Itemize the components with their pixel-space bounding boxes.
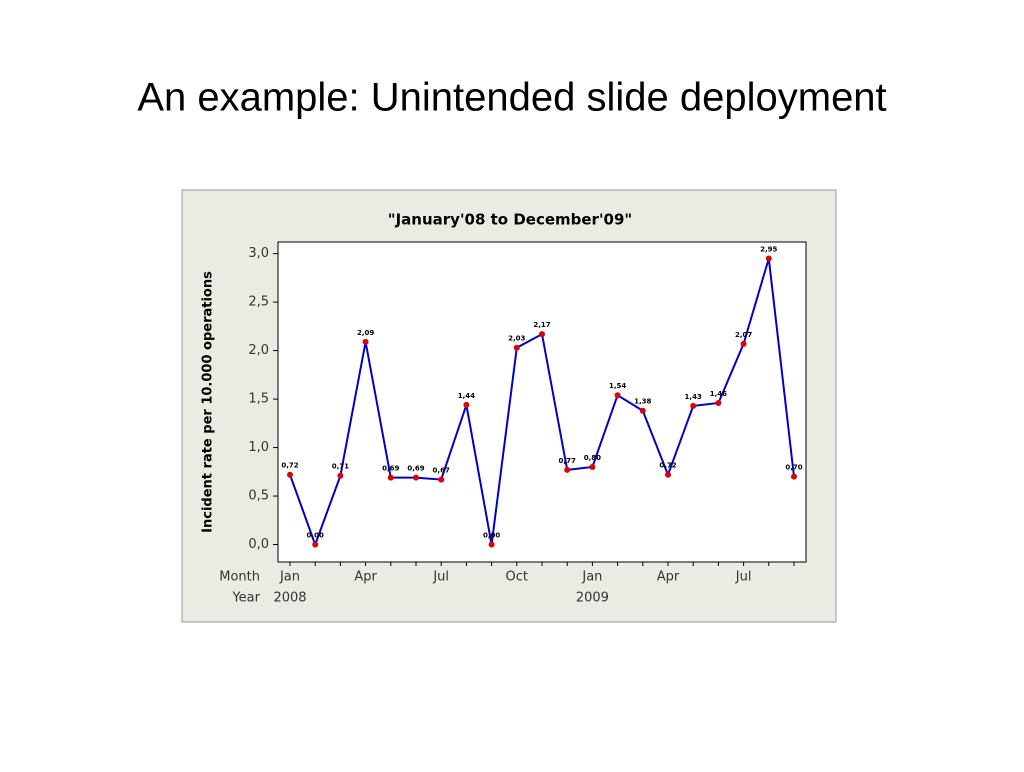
y-tick-label: 2,0 bbox=[248, 343, 269, 358]
data-label: 0,69 bbox=[407, 465, 424, 473]
data-point bbox=[715, 399, 722, 406]
x-tick-label: Jan bbox=[279, 570, 300, 585]
data-label: 2,17 bbox=[533, 321, 550, 329]
data-point bbox=[665, 471, 671, 478]
chart-title: "January'08 to December'09" bbox=[388, 211, 632, 229]
data-point bbox=[564, 466, 571, 473]
y-axis-label: Incident rate per 10.000 operations bbox=[201, 271, 216, 533]
data-point bbox=[765, 255, 772, 262]
data-label: 0,72 bbox=[659, 462, 676, 470]
data-label: 1,38 bbox=[634, 398, 651, 406]
slide-title: An example: Unintended slide deployment bbox=[137, 76, 886, 120]
data-label: 1,46 bbox=[710, 390, 727, 398]
x-row-label: Year bbox=[231, 591, 260, 606]
data-label: 0,77 bbox=[559, 457, 576, 465]
y-tick-label: 3,0 bbox=[248, 246, 269, 261]
x-tick-label: Apr bbox=[657, 570, 680, 585]
data-label: 1,54 bbox=[609, 382, 626, 390]
data-point bbox=[513, 344, 520, 351]
data-label: 1,44 bbox=[458, 392, 475, 400]
data-point bbox=[488, 541, 495, 548]
data-point bbox=[312, 541, 319, 548]
y-tick-label: 0,0 bbox=[248, 537, 269, 552]
data-point bbox=[740, 340, 747, 347]
data-label: 2,09 bbox=[357, 329, 374, 337]
data-point bbox=[539, 331, 545, 338]
data-point bbox=[362, 338, 369, 345]
data-point bbox=[639, 407, 646, 414]
x-tick-label: Oct bbox=[506, 570, 528, 585]
data-label: 0,80 bbox=[584, 454, 601, 462]
plot-area bbox=[277, 241, 807, 563]
y-tick-label: 1,5 bbox=[248, 392, 269, 407]
data-point bbox=[413, 474, 419, 481]
data-label: 2,03 bbox=[508, 335, 525, 343]
data-label: 0,72 bbox=[281, 462, 298, 470]
x-tick-label: Jul bbox=[735, 570, 752, 585]
data-label: 0,00 bbox=[483, 532, 500, 540]
x-row-label: Month bbox=[219, 570, 260, 585]
x-year-label: 2008 bbox=[273, 591, 306, 606]
data-label: 1,43 bbox=[685, 393, 702, 401]
data-point bbox=[791, 473, 797, 480]
data-point bbox=[463, 401, 470, 408]
x-tick-label: Apr bbox=[354, 570, 377, 585]
data-point bbox=[690, 402, 697, 409]
data-point bbox=[387, 474, 394, 481]
data-point bbox=[614, 392, 621, 399]
data-point bbox=[337, 472, 344, 479]
data-label: 0,70 bbox=[785, 464, 802, 472]
data-label: 2,07 bbox=[735, 331, 752, 339]
data-label: 2,95 bbox=[760, 245, 777, 253]
data-point bbox=[438, 476, 445, 483]
y-tick-label: 0,5 bbox=[248, 489, 269, 504]
data-label: 0,69 bbox=[382, 465, 399, 473]
data-point bbox=[287, 471, 293, 478]
data-label: 0,67 bbox=[433, 467, 450, 475]
data-label: 0,71 bbox=[332, 463, 349, 471]
y-tick-label: 1,0 bbox=[248, 440, 269, 455]
data-point bbox=[589, 463, 596, 470]
data-label: 0,00 bbox=[307, 532, 324, 540]
x-year-label: 2009 bbox=[576, 591, 609, 606]
x-tick-label: Jul bbox=[432, 570, 449, 585]
x-tick-label: Jan bbox=[581, 570, 602, 585]
y-tick-label: 2,5 bbox=[248, 295, 269, 310]
